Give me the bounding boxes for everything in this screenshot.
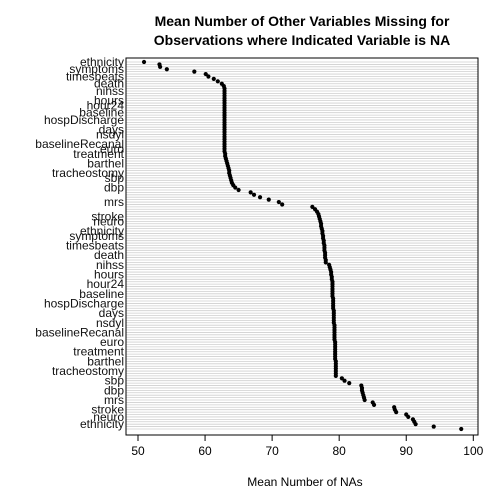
variable-label: nihss	[96, 258, 124, 272]
data-point	[257, 195, 263, 200]
variable-label: stroke	[91, 403, 124, 417]
data-point	[280, 202, 285, 207]
variable-label: symptoms	[69, 62, 124, 76]
x-tick-label: 100	[463, 444, 483, 458]
data-point	[203, 71, 208, 77]
variable-label: hour24	[87, 277, 125, 291]
variable-label: neuro	[93, 214, 124, 228]
data-point	[233, 185, 238, 190]
variable-label: baseline	[79, 106, 124, 120]
data-point	[215, 79, 220, 84]
data-point	[394, 409, 399, 415]
variable-label: nsdyl	[96, 316, 124, 330]
variable-label: sbp	[105, 374, 125, 388]
variable-label: ethnicity	[80, 417, 124, 431]
variable-label: dbp	[104, 383, 124, 397]
data-point	[158, 64, 163, 69]
variable-label: hours	[94, 267, 124, 281]
variable-label: timesbeats	[66, 69, 124, 83]
variable-label: neuro	[93, 410, 124, 424]
x-tick-label: 80	[333, 444, 347, 458]
x-tick-label: 50	[131, 444, 145, 458]
data-point	[192, 69, 197, 74]
data-point	[339, 376, 344, 381]
variable-label: euro	[100, 335, 124, 349]
data-point	[459, 426, 464, 432]
variable-label: nsdyl	[96, 127, 124, 141]
variable-label: days	[99, 123, 124, 137]
data-point	[251, 192, 257, 197]
variable-label: tracheostomy	[52, 166, 124, 180]
variable-label: dbp	[104, 181, 124, 195]
data-point	[362, 397, 367, 403]
chart-title-line-1: Mean Number of Other Variables Missing f…	[155, 13, 450, 29]
variable-label: hours	[94, 94, 124, 108]
variable-label: death	[94, 248, 124, 262]
variable-label: baselineRecanal	[35, 325, 124, 339]
x-axis-label: Mean Number of NAs	[247, 475, 362, 489]
data-point	[431, 424, 436, 429]
data-point	[141, 59, 147, 65]
variable-label: timesbeats	[66, 239, 124, 253]
data-point	[236, 187, 241, 193]
data-point	[347, 381, 352, 386]
data-point	[342, 378, 347, 383]
variable-label: hospDischarge	[44, 296, 124, 310]
variable-label: ethnicity	[80, 224, 124, 238]
variable-label: mrs	[104, 195, 124, 209]
variable-label: barthel	[87, 354, 124, 368]
data-point	[266, 197, 271, 202]
chart-title-line-2: Observations where Indicated Variable is…	[154, 32, 450, 48]
x-axis: 50 60 70 80 90 100	[131, 434, 484, 458]
data-point	[310, 204, 315, 209]
variable-label: euro	[100, 142, 124, 156]
grid-lines	[126, 61, 478, 430]
variable-label: treatment	[73, 345, 124, 359]
x-tick-label: 90	[400, 444, 414, 458]
variable-labels: ethnicitysymptomstimesbeatsdeathnihsshou…	[35, 55, 124, 431]
variable-label: barthel	[87, 156, 124, 170]
variable-label: stroke	[91, 210, 124, 224]
variable-label: tracheostomy	[52, 364, 124, 378]
variable-label: treatment	[73, 147, 124, 161]
data-point	[406, 414, 411, 420]
variable-label: sbp	[105, 171, 125, 185]
data-point	[371, 402, 377, 407]
data-point	[164, 67, 169, 72]
x-tick-label: 70	[265, 444, 279, 458]
data-point	[248, 190, 253, 195]
data-point	[333, 373, 338, 378]
data-point	[211, 76, 216, 82]
data-points	[141, 59, 464, 432]
variable-label: ethnicity	[80, 55, 124, 69]
variable-label: baseline	[79, 287, 124, 301]
data-point	[206, 74, 211, 79]
variable-label: death	[94, 77, 124, 91]
data-point	[276, 199, 281, 205]
variable-label: symptoms	[69, 229, 124, 243]
variable-label: hospDischarge	[44, 113, 124, 127]
x-tick-label: 60	[198, 444, 212, 458]
variable-label: days	[99, 306, 124, 320]
data-point	[413, 422, 418, 427]
variable-label: mrs	[104, 393, 124, 407]
variable-label: baselineRecanal	[35, 137, 124, 151]
variable-label: hour24	[87, 98, 125, 112]
data-point	[323, 260, 328, 265]
variable-label: nihss	[96, 84, 124, 98]
